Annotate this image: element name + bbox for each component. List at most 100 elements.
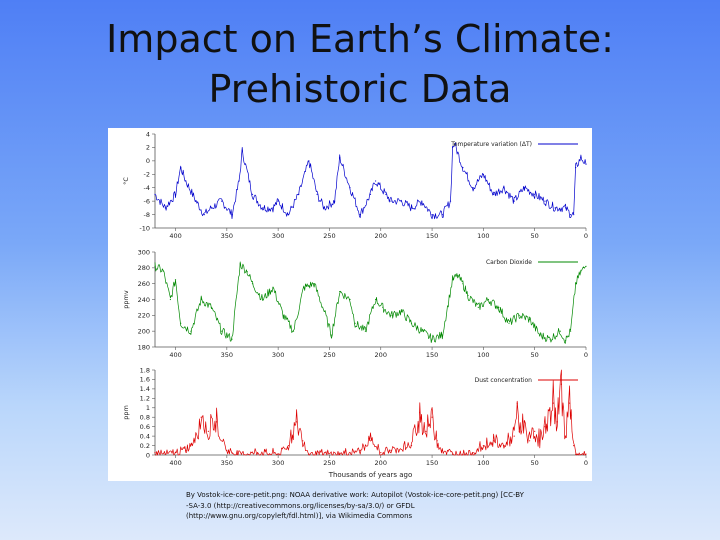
dust-data-point bbox=[560, 383, 562, 385]
dust-data-point bbox=[193, 440, 195, 442]
dust-data-point bbox=[390, 449, 392, 451]
temperature-x-tick-label: 350 bbox=[221, 232, 233, 240]
dust-data-point bbox=[482, 445, 484, 447]
dust-data-point bbox=[431, 416, 433, 418]
co2-data-point bbox=[421, 330, 423, 332]
temperature-data-point bbox=[277, 200, 279, 202]
temperature-data-point bbox=[154, 193, 156, 195]
dust-data-point bbox=[573, 445, 575, 447]
temperature-data-point bbox=[375, 180, 377, 182]
dust-data-point bbox=[200, 416, 202, 418]
title-line-2: Prehistoric Data bbox=[208, 67, 512, 111]
temperature-data-point bbox=[493, 193, 495, 195]
temperature-data-point bbox=[287, 214, 289, 216]
dust-data-point bbox=[308, 453, 310, 455]
co2-data-point bbox=[549, 338, 551, 340]
co2-data-point bbox=[349, 298, 351, 301]
co2-y-tick-label: 300 bbox=[138, 248, 150, 256]
co2-data-point bbox=[452, 279, 454, 281]
dust-data-point bbox=[529, 440, 531, 442]
temperature-data-point bbox=[554, 207, 556, 209]
temperature-data-point bbox=[410, 207, 413, 209]
temperature-data-point bbox=[421, 200, 423, 202]
temperature-data-point bbox=[449, 200, 452, 202]
dust-y-tick-label: 0.4 bbox=[140, 432, 150, 440]
dust-data-point bbox=[359, 449, 361, 451]
co2-data-point bbox=[323, 310, 325, 312]
co2-x-tick-label: 250 bbox=[323, 351, 335, 359]
co2-y-tick-label: 280 bbox=[138, 264, 150, 272]
temperature-y-tick-label: -10 bbox=[139, 224, 150, 232]
temperature-y-label: °C bbox=[122, 177, 130, 185]
temperature-data-point bbox=[231, 214, 233, 216]
dust-y-tick-label: 1.6 bbox=[140, 376, 150, 384]
co2-data-point bbox=[272, 287, 274, 289]
co2-data-point bbox=[570, 330, 572, 332]
temperature-y-tick-label: -2 bbox=[144, 171, 150, 179]
temperature-data-point bbox=[385, 193, 387, 195]
temperature-data-point bbox=[570, 214, 572, 216]
dust-data-point bbox=[462, 453, 464, 455]
co2-data-point bbox=[477, 306, 479, 308]
temperature-data-point bbox=[441, 214, 443, 216]
dust-data-point bbox=[534, 430, 536, 432]
co2-y-label: ppmv bbox=[122, 290, 130, 309]
dust-data-point bbox=[436, 440, 438, 442]
dust-data-point bbox=[523, 421, 525, 423]
temperature-data-point bbox=[349, 187, 351, 189]
dust-data-point bbox=[513, 435, 515, 437]
temperature-x-tick-label: 50 bbox=[531, 232, 539, 240]
dust-data-point bbox=[544, 426, 546, 428]
dust-y-tick-label: 1.8 bbox=[140, 366, 150, 374]
co2-legend-label: Carbon Dioxide bbox=[486, 259, 532, 266]
co2-data-point bbox=[221, 330, 223, 332]
temperature-data-point bbox=[221, 200, 223, 202]
dust-y-tick-label: 0.2 bbox=[140, 442, 150, 450]
temperature-data-point bbox=[454, 143, 456, 145]
co2-data-point bbox=[282, 314, 284, 316]
temperature-data-point bbox=[185, 180, 187, 182]
dust-data-point bbox=[410, 445, 413, 447]
temperature-x-tick-label: 250 bbox=[323, 232, 335, 240]
dust-data-point bbox=[518, 430, 520, 432]
co2-data-point bbox=[462, 283, 464, 285]
co2-y-tick-label: 180 bbox=[138, 343, 150, 351]
dust-y-label: ppm bbox=[122, 405, 130, 420]
dust-data-point bbox=[575, 453, 577, 455]
co2-data-point bbox=[190, 330, 192, 332]
dust-data-point bbox=[556, 421, 558, 423]
temperature-data-point bbox=[482, 173, 484, 175]
dust-x-tick-label: 200 bbox=[375, 459, 387, 467]
temperature-data-point bbox=[564, 207, 567, 209]
temperature-data-point bbox=[573, 214, 575, 216]
dust-x-tick-label: 0 bbox=[584, 459, 588, 467]
temperature-data-point bbox=[472, 187, 474, 189]
temperature-data-point bbox=[241, 150, 243, 152]
dust-data-point bbox=[154, 452, 156, 454]
temperature-x-tick-label: 200 bbox=[375, 232, 387, 240]
temperature-x-tick-label: 150 bbox=[426, 232, 438, 240]
dust-data-point bbox=[441, 449, 443, 451]
temperature-data-point bbox=[316, 193, 318, 195]
co2-x-tick-label: 50 bbox=[531, 351, 539, 359]
dust-data-point bbox=[425, 430, 427, 432]
co2-data-point bbox=[200, 298, 202, 301]
dust-data-point bbox=[472, 452, 474, 454]
temperature-data-point bbox=[452, 146, 454, 148]
co2-data-point bbox=[400, 310, 402, 312]
temperature-data-point bbox=[575, 167, 577, 169]
temperature-data-point bbox=[462, 167, 464, 169]
temperature-legend-label: Temperature variation (ΔT) bbox=[450, 141, 532, 148]
temperature-data-point bbox=[251, 193, 254, 195]
co2-data-point bbox=[498, 306, 500, 308]
dust-data-point bbox=[236, 453, 238, 455]
co2-data-point bbox=[431, 338, 433, 340]
co2-x-tick-label: 400 bbox=[169, 351, 181, 359]
co2-x-tick-label: 100 bbox=[477, 351, 489, 359]
dust-data-point bbox=[419, 411, 421, 414]
co2-x-tick-label: 350 bbox=[221, 351, 233, 359]
dust-data-point bbox=[569, 402, 571, 404]
co2-data-point bbox=[559, 330, 561, 332]
dust-data-point bbox=[296, 421, 298, 423]
co2-data-point bbox=[330, 334, 333, 336]
